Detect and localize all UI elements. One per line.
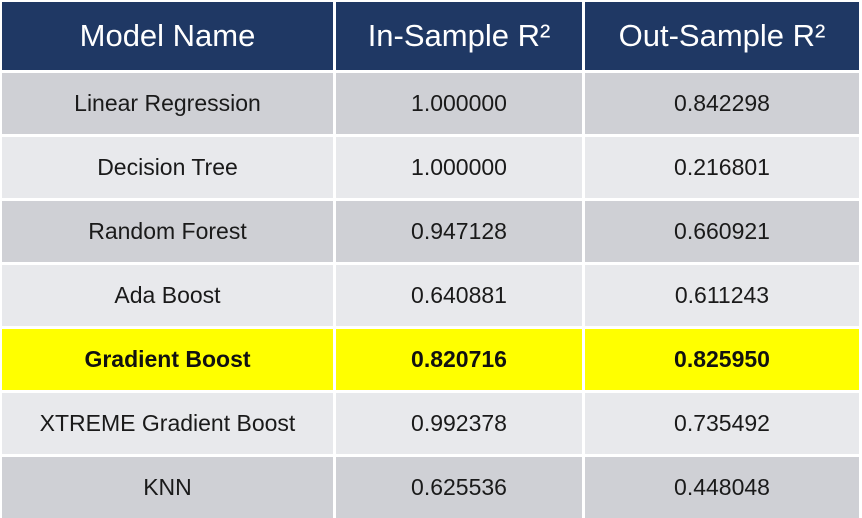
model-name-cell: KNN <box>2 457 333 518</box>
in-sample-cell: 1.000000 <box>336 137 582 198</box>
out-sample-cell: 0.842298 <box>585 73 859 134</box>
out-sample-cell: 0.660921 <box>585 201 859 262</box>
column-header-out-sample-r2: Out-Sample R² <box>585 2 859 70</box>
model-name-cell: Gradient Boost <box>2 329 333 390</box>
in-sample-cell: 0.625536 <box>336 457 582 518</box>
out-sample-cell: 0.825950 <box>585 329 859 390</box>
out-sample-cell: 0.448048 <box>585 457 859 518</box>
model-name-cell: Linear Regression <box>2 73 333 134</box>
in-sample-cell: 0.640881 <box>336 265 582 326</box>
column-header-model-name: Model Name <box>2 2 333 70</box>
in-sample-cell: 1.000000 <box>336 73 582 134</box>
in-sample-cell: 0.992378 <box>336 393 582 454</box>
model-name-cell: XTREME Gradient Boost <box>2 393 333 454</box>
column-header-in-sample-r2: In-Sample R² <box>336 2 582 70</box>
out-sample-cell: 0.735492 <box>585 393 859 454</box>
in-sample-cell: 0.820716 <box>336 329 582 390</box>
model-name-cell: Decision Tree <box>2 137 333 198</box>
model-name-cell: Ada Boost <box>2 265 333 326</box>
model-name-cell: Random Forest <box>2 201 333 262</box>
out-sample-cell: 0.611243 <box>585 265 859 326</box>
out-sample-cell: 0.216801 <box>585 137 859 198</box>
in-sample-cell: 0.947128 <box>336 201 582 262</box>
